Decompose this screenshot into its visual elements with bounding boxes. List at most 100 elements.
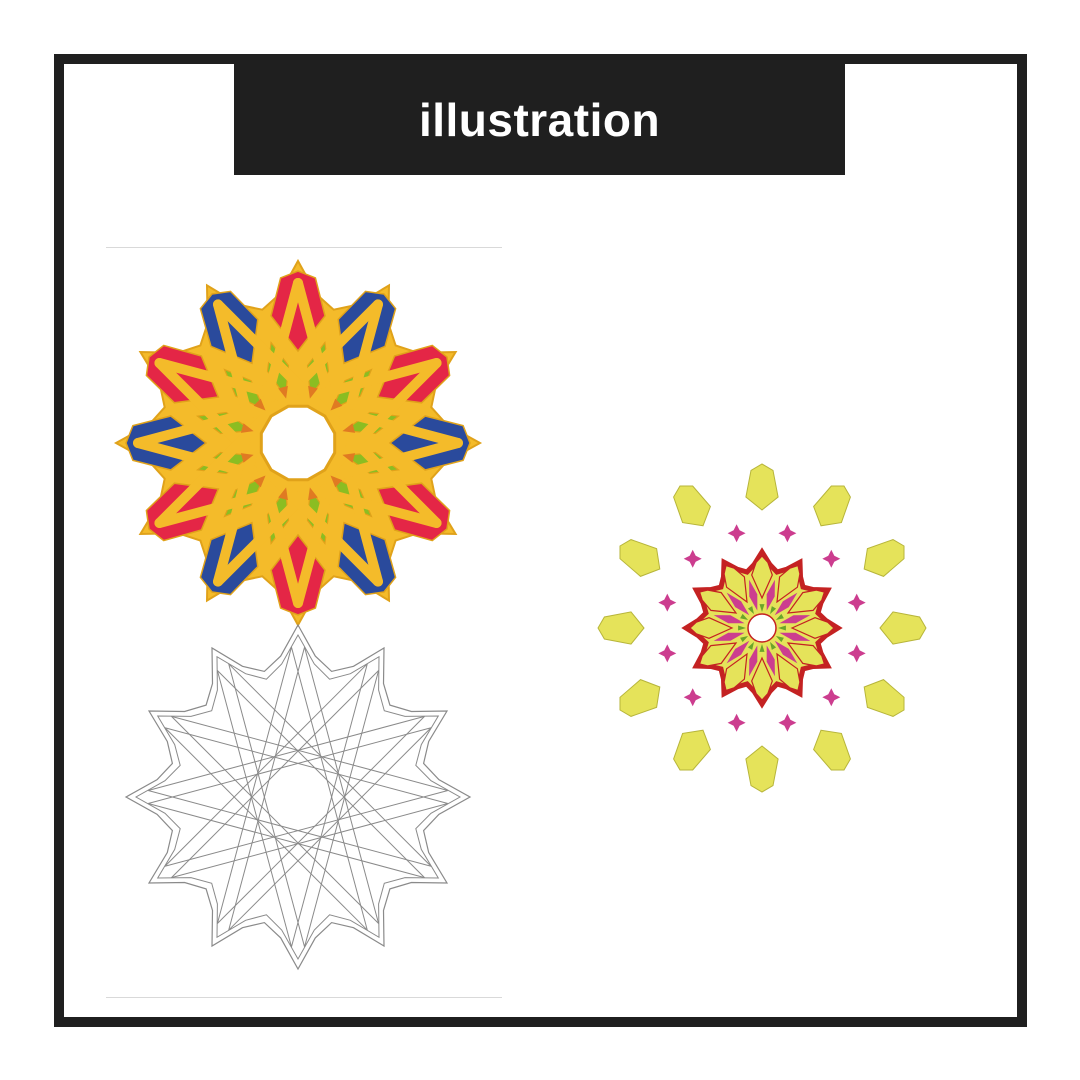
outline-band-line	[290, 647, 368, 931]
small-magenta-kite	[749, 645, 758, 677]
title-banner: illustration	[234, 64, 845, 175]
gold-band	[213, 358, 442, 587]
outline-rosette-inner-border	[134, 633, 462, 961]
small-yellow-petal	[776, 564, 801, 604]
floating-yellow-petal	[745, 745, 779, 793]
small-magenta-kite	[766, 645, 775, 677]
small-yellow-petal	[751, 656, 773, 701]
small-magenta-kite	[713, 632, 745, 641]
small-yellow-petal	[776, 652, 801, 692]
outline-band-line	[217, 670, 425, 878]
magenta-sparkle	[778, 524, 797, 543]
small-green-triangle	[740, 613, 749, 620]
outline-band-line	[171, 716, 379, 924]
magenta-sparkle	[778, 713, 797, 732]
small-green-triangle	[759, 604, 765, 612]
outline-band-line	[228, 663, 306, 947]
small-magenta-kite	[713, 615, 745, 624]
floating-yellow-petal	[863, 539, 905, 577]
outline-band-line	[171, 670, 379, 878]
outline-band-line	[290, 663, 368, 947]
gold-band	[133, 358, 442, 448]
outline-band-line	[228, 647, 306, 931]
outline-band-line	[148, 727, 432, 805]
panel-top-divider	[106, 247, 502, 248]
outline-band-line	[148, 789, 432, 867]
small-green-triangle	[740, 636, 749, 643]
small-yellow-petal	[786, 642, 826, 667]
outline-band-line	[164, 727, 368, 931]
outline-band-line	[216, 647, 292, 924]
outline-band-line	[217, 716, 425, 924]
outline-band-line	[148, 803, 425, 879]
magenta-sparkle	[727, 713, 746, 732]
floating-yellow-petal	[813, 485, 851, 527]
magenta-sparkle	[847, 593, 866, 612]
small-green-triangle	[747, 641, 754, 650]
small-green-triangle	[775, 613, 784, 620]
gold-band	[213, 299, 442, 528]
gold-band	[133, 438, 442, 528]
gold-band	[154, 358, 383, 587]
outline-band-line	[304, 647, 380, 924]
image-frame: illustration	[54, 54, 1027, 1027]
small-magenta-kite	[774, 592, 798, 616]
magenta-sparkle	[658, 593, 677, 612]
orange-triangle	[240, 423, 254, 433]
magenta-sparkle	[683, 688, 702, 707]
outline-band-line	[164, 663, 368, 867]
title-text: illustration	[418, 93, 661, 146]
small-center-hole	[747, 613, 777, 643]
orange-triangle	[278, 385, 288, 399]
small-magenta-kite	[779, 632, 811, 641]
floating-yellow-petal	[673, 485, 711, 527]
outline-band-line	[228, 727, 432, 931]
gold-band	[154, 438, 463, 528]
small-yellow-petal	[790, 617, 835, 639]
orange-triangle	[342, 423, 356, 433]
outline-rosette-border	[124, 623, 472, 971]
small-yellow-petal	[698, 589, 738, 614]
floating-yellow-petal	[673, 729, 711, 771]
floating-yellow-petal	[813, 729, 851, 771]
outline-band-line	[164, 789, 448, 867]
magenta-sparkle	[727, 524, 746, 543]
small-green-triangle	[778, 625, 786, 631]
small-green-triangle	[775, 636, 784, 643]
colored-rosette-figure	[113, 258, 483, 628]
orange-triangle	[253, 398, 266, 411]
orange-triangle	[342, 453, 356, 463]
magenta-sparkle	[822, 549, 841, 568]
outline-band-line	[228, 663, 432, 867]
orange-triangle	[308, 385, 318, 399]
small-yellow-petal	[689, 617, 734, 639]
small-yellow-petal	[698, 642, 738, 667]
magenta-sparkle	[683, 549, 702, 568]
small-magenta-kite	[779, 615, 811, 624]
orange-triangle	[253, 475, 266, 488]
small-yellow-petal	[723, 564, 748, 604]
small-magenta-kite	[726, 592, 750, 616]
small-magenta-kite	[774, 640, 798, 664]
magenta-sparkle	[847, 644, 866, 663]
magenta-sparkle	[822, 688, 841, 707]
outline-band-line	[216, 670, 292, 947]
orange-triangle	[240, 453, 254, 463]
center-hole	[259, 404, 337, 482]
outline-band-line	[164, 727, 448, 805]
gold-band	[213, 299, 303, 608]
orange-triangle	[330, 398, 343, 411]
floating-yellow-petal	[879, 611, 927, 645]
left-illustration-panel	[106, 247, 502, 999]
small-green-triangle	[738, 625, 746, 631]
outline-band-line	[304, 670, 380, 947]
floating-yellow-petal	[619, 679, 661, 717]
small-rosette-figure	[597, 463, 927, 793]
small-magenta-kite	[766, 579, 775, 611]
magenta-sparkle	[658, 644, 677, 663]
gold-band	[154, 358, 463, 448]
outline-band-line	[171, 715, 448, 791]
floating-yellow-petal	[745, 463, 779, 511]
panel-bottom-divider	[106, 997, 502, 998]
small-magenta-kite	[749, 579, 758, 611]
